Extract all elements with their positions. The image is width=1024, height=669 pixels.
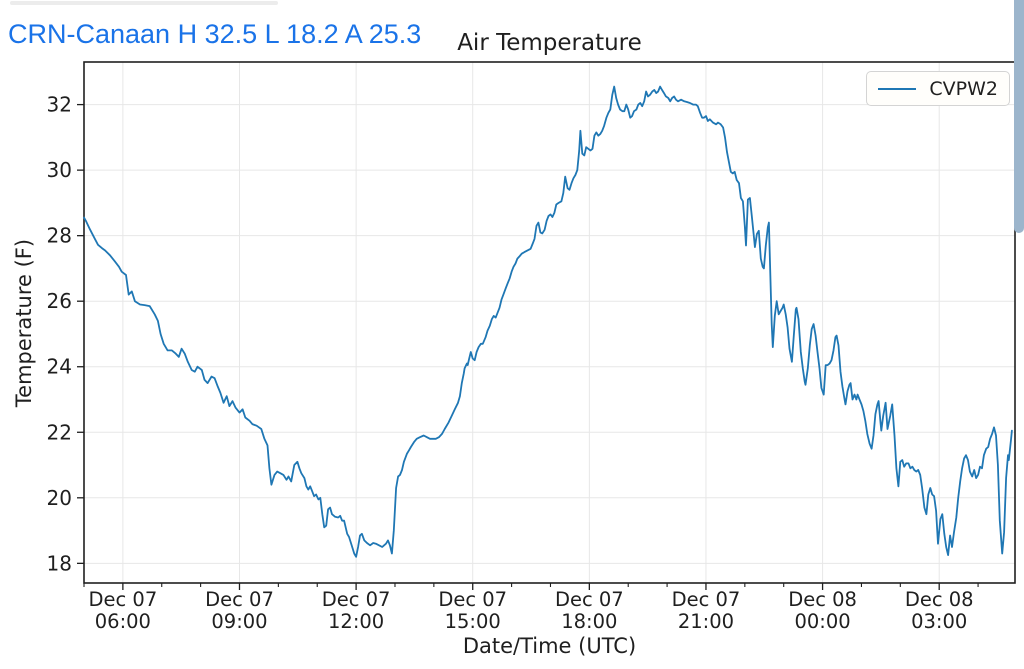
y-tick-label: 22 — [47, 420, 72, 444]
y-tick-label: 26 — [47, 289, 72, 313]
legend: CVPW2 — [866, 71, 1010, 106]
scrollbar-thumb[interactable] — [1014, 0, 1024, 233]
x-tick-label: Dec 07 18:00 — [555, 588, 624, 633]
x-tick-label: Dec 07 09:00 — [205, 588, 274, 633]
x-tick-label: Dec 07 21:00 — [672, 588, 741, 633]
x-axis-label: Date/Time (UTC) — [462, 634, 637, 658]
temperature-series-line — [83, 85, 1013, 558]
y-tick-label: 20 — [47, 486, 72, 510]
top-scroll-indicator-bar — [10, 1, 278, 5]
station-summary-text: CRN-Canaan H 32.5 L 18.2 A 25.3 — [8, 19, 422, 49]
y-tick-label: 30 — [47, 158, 72, 182]
y-tick-label: 18 — [47, 551, 72, 575]
y-tick-label: 28 — [47, 224, 72, 248]
y-tick-label: 32 — [47, 93, 72, 117]
x-tick-label: Dec 08 00:00 — [788, 588, 857, 633]
x-tick-label: Dec 07 15:00 — [438, 588, 507, 633]
x-tick-label: Dec 07 06:00 — [88, 588, 157, 633]
plot-frame — [83, 61, 1016, 584]
y-axis-label: Temperature (F) — [12, 238, 36, 408]
x-tick-label: Dec 08 03:00 — [905, 588, 974, 633]
legend-line-swatch — [878, 87, 917, 90]
legend-label: CVPW2 — [929, 77, 998, 100]
y-tick-label: 24 — [47, 355, 72, 379]
chart-title: Air Temperature — [457, 30, 642, 56]
x-tick-label: Dec 07 12:00 — [322, 588, 391, 633]
